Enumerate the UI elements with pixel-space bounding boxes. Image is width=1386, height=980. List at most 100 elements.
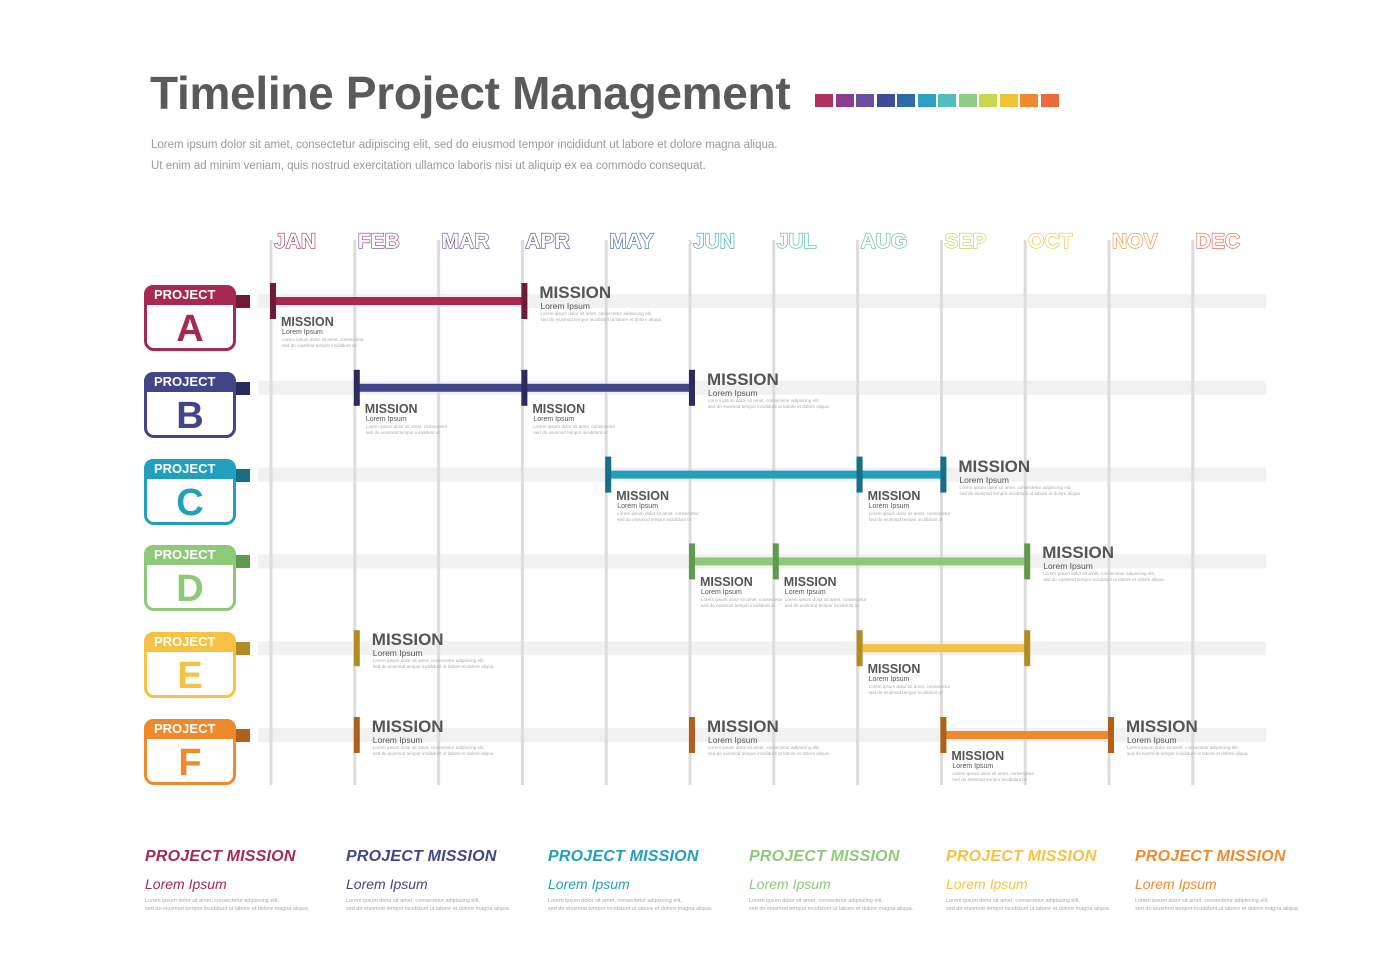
month-label-aug: AUG [861, 230, 908, 253]
color-swatch [1040, 94, 1059, 107]
legend-title: PROJECT MISSION [1135, 848, 1286, 865]
color-swatch [856, 94, 874, 107]
project-badge-tab [236, 642, 250, 656]
milestone-marker [940, 717, 947, 753]
milestone-sub: Lorem Ipsum [701, 589, 742, 597]
project-badge-label: PROJECT [144, 719, 236, 739]
milestone-title: MISSION [1126, 717, 1198, 736]
milestone-desc: Lorem ipsum dolor sit amet, consectetur … [372, 745, 485, 750]
milestone-desc: Lorem ipsum dolor sit amet, consectetur [282, 337, 364, 342]
color-swatch [1020, 94, 1038, 107]
milestone-title: MISSION [958, 456, 1031, 476]
month-label-apr: APR [525, 230, 569, 253]
milestone-title: MISSION [707, 369, 779, 389]
milestone-desc: sed do eiusmod tempor incididunt ut labo… [1043, 577, 1165, 583]
milestone-desc: sed do eiusmod tempor incididunt ut labo… [372, 664, 495, 670]
milestone-desc: sed do eiusmod tempor incididunt ut [868, 690, 943, 696]
milestone-desc: sed do eiusmod tempor incididunt ut labo… [708, 751, 830, 756]
milestone-sub: Lorem Ipsum [617, 502, 659, 510]
month-gridline [353, 240, 357, 785]
color-swatch [999, 94, 1018, 107]
project-bar [859, 644, 1028, 653]
project-badge-label: PROJECT [144, 458, 236, 479]
project-letter: E [177, 655, 203, 698]
month-label-may: MAY [609, 230, 654, 253]
month-gridline [1107, 240, 1111, 785]
legend-desc: Lorem ipsum dolor sit amet, consectetur … [346, 898, 480, 904]
milestone-marker [689, 369, 695, 406]
project-badge-label: PROJECT [144, 371, 236, 392]
milestone-marker [940, 456, 947, 493]
month-gridline [856, 240, 860, 785]
milestone-sub: Lorem Ipsum [372, 648, 423, 659]
color-swatch [917, 94, 936, 107]
milestone-title: MISSION [867, 662, 921, 677]
milestone-desc: sed do eiusmod tempor incididunt ut [282, 343, 356, 348]
project-bar [608, 470, 944, 479]
month-label-jul: JUL [777, 230, 817, 253]
legend-desc: sed do eiusmod tempor incididunt ut labo… [346, 906, 511, 912]
milestone-desc: Lorem ipsum dolor sit amet, consectetur [617, 510, 699, 516]
milestone-desc: Lorem ipsum dolor sit amet, consectetur [868, 684, 951, 690]
milestone-desc: sed do eiusmod tempor incididunt ut [701, 603, 775, 609]
legend-title: PROJECT MISSION [548, 848, 699, 865]
month-label-nov: NOV [1112, 230, 1158, 253]
legend-title: PROJECT MISSION [749, 848, 900, 865]
legend-sub: Lorem Ipsum [145, 876, 227, 892]
milestone-marker [1024, 630, 1031, 667]
milestone-sub: Lorem Ipsum [708, 735, 758, 745]
project-letter: B [176, 394, 204, 437]
color-swatch [815, 94, 833, 107]
milestone-title: MISSION [1042, 543, 1114, 563]
milestone-title: MISSION [707, 717, 779, 736]
milestone-sub: Lorem Ipsum [540, 301, 590, 311]
milestone-desc: Lorem ipsum dolor sit amet, consectetur [533, 423, 616, 429]
legend-desc: sed do eiusmod tempor incididunt ut labo… [1135, 906, 1300, 912]
milestone-marker [353, 717, 360, 753]
milestone-sub: Lorem Ipsum [952, 763, 994, 770]
legend-title: PROJECT MISSION [346, 848, 497, 865]
milestone-marker [353, 630, 360, 667]
milestone-desc: Lorem ipsum dolor sit amet, consectetur … [540, 311, 653, 316]
month-gridline [520, 240, 524, 785]
color-swatch [938, 94, 956, 107]
milestone-desc: sed do eiusmod tempor incididunt ut labo… [959, 490, 1082, 496]
legend-desc: sed do eiusmod tempor incididunt ut labo… [145, 906, 310, 912]
project-badge-tab [236, 468, 250, 482]
milestone-sub: Lorem Ipsum [533, 415, 575, 423]
legend-desc: Lorem ipsum dolor sit amet, consectetur … [946, 898, 1080, 904]
color-swatch [876, 94, 895, 107]
milestone-title: MISSION [532, 401, 586, 416]
legend-sub: Lorem Ipsum [346, 876, 428, 892]
milestone-sub: Lorem Ipsum [1043, 561, 1093, 572]
project-badge-tab [236, 381, 250, 395]
subtitle-line-1: Lorem ipsum dolor sit amet, consectetur … [151, 139, 778, 151]
legend-desc: sed do eiusmod tempor incididunt ut labo… [548, 906, 713, 912]
project-badge-label: PROJECT [144, 545, 236, 566]
legend-sub: Lorem Ipsum [749, 876, 831, 892]
milestone-sub: Lorem Ipsum [784, 589, 826, 597]
milestone-desc: sed do eiusmod tempor incididunt ut labo… [1127, 751, 1249, 756]
color-swatch [835, 94, 854, 107]
month-gridline [688, 240, 692, 785]
legend-desc: sed do eiusmod tempor incididunt ut labo… [946, 906, 1111, 912]
color-swatch-strip [815, 94, 1061, 107]
milestone-title: MISSION [364, 401, 418, 416]
milestone-desc: Lorem ipsum dolor sit amet, consectetur [365, 423, 448, 429]
month-label-oct: OCT [1028, 230, 1073, 253]
month-label-jan: JAN [274, 230, 316, 253]
milestone-marker [521, 369, 528, 406]
page-title: Timeline Project Management [150, 67, 791, 119]
project-badge-tab [236, 729, 250, 742]
milestone-desc: Lorem ipsum dolor sit amet, consectetur … [708, 397, 820, 403]
milestone-marker [521, 283, 528, 319]
milestone-marker [856, 456, 863, 493]
milestone-title: MISSION [700, 575, 753, 590]
milestone-desc: sed do eiusmod tempor incididunt ut labo… [708, 403, 830, 409]
milestone-title: MISSION [371, 717, 444, 736]
milestone-title: MISSION [371, 630, 444, 650]
milestone-sub: Lorem Ipsum [1127, 735, 1177, 745]
milestone-desc: sed do eiusmod tempor incididunt ut labo… [540, 317, 663, 322]
project-bar [692, 557, 1028, 566]
